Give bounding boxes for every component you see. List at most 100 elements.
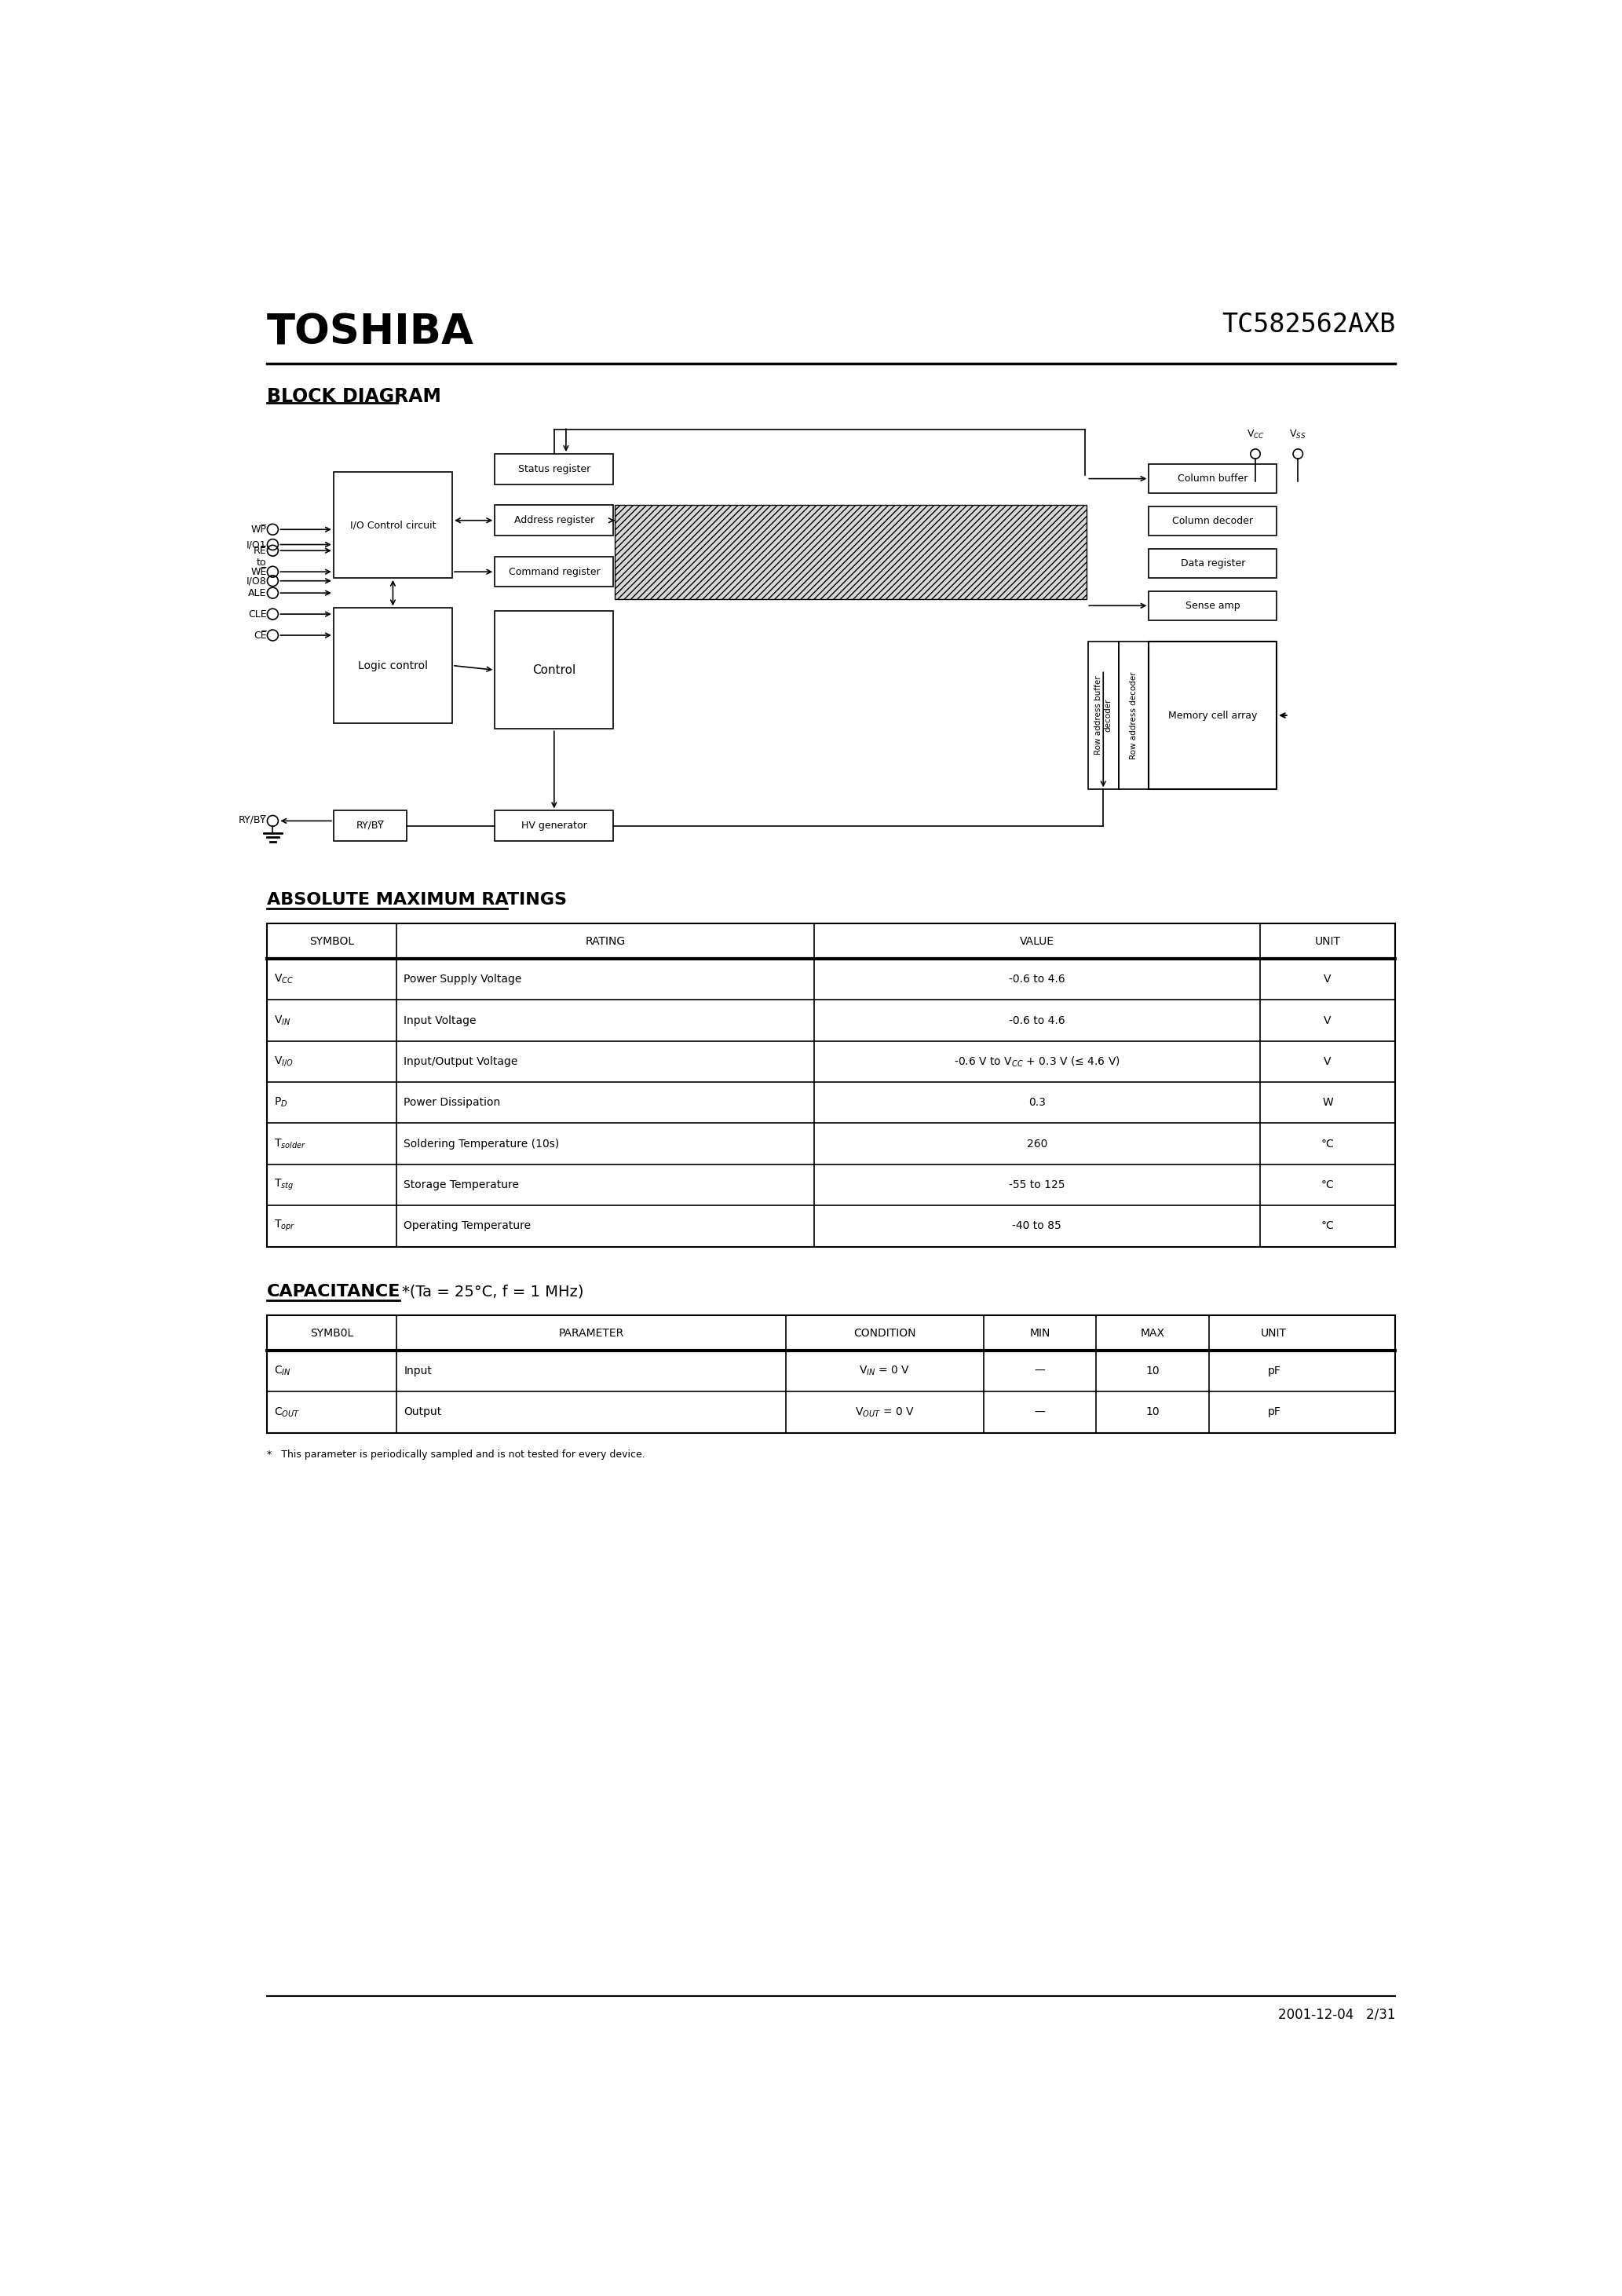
Text: WE̅: WE̅ (251, 567, 266, 576)
Bar (334, 810, 407, 840)
Text: V: V (1324, 1015, 1332, 1026)
Text: Storage Temperature: Storage Temperature (404, 1180, 519, 1189)
Text: V$_{OUT}$ = 0 V: V$_{OUT}$ = 0 V (855, 1405, 915, 1419)
Bar (334, 473, 453, 579)
Text: TC582562AXB: TC582562AXB (1221, 312, 1395, 338)
Text: T$_{solder}$: T$_{solder}$ (274, 1137, 307, 1150)
Text: Column buffer: Column buffer (1178, 473, 1247, 484)
Bar (1148, 549, 1277, 579)
Text: 10: 10 (1145, 1366, 1160, 1378)
Text: RY/BY̅: RY/BY̅ (357, 820, 384, 831)
Text: WP̅: WP̅ (251, 523, 266, 535)
Bar (1148, 464, 1277, 494)
Bar (266, 1316, 1395, 1433)
Text: W: W (1322, 1097, 1333, 1109)
Bar (615, 505, 1087, 599)
Text: Status register: Status register (517, 464, 590, 473)
Text: Power Dissipation: Power Dissipation (404, 1097, 501, 1109)
Text: -55 to 125: -55 to 125 (1009, 1180, 1066, 1189)
Text: *(Ta = 25°C, f = 1 MHz): *(Ta = 25°C, f = 1 MHz) (402, 1283, 584, 1300)
Bar (1148, 590, 1277, 620)
Text: -0.6 to 4.6: -0.6 to 4.6 (1009, 1015, 1066, 1026)
Text: 0.3: 0.3 (1028, 1097, 1046, 1109)
Bar (495, 455, 613, 484)
Text: TOSHIBA: TOSHIBA (266, 312, 474, 354)
Bar (1148, 507, 1277, 535)
Bar (334, 608, 453, 723)
Bar (495, 556, 613, 588)
Bar (266, 923, 1395, 1247)
Text: 2001-12-04   2/31: 2001-12-04 2/31 (1278, 2007, 1395, 2020)
Text: Input: Input (404, 1366, 431, 1378)
Text: V: V (1324, 974, 1332, 985)
Bar (1119, 641, 1148, 790)
Text: 10: 10 (1145, 1407, 1160, 1417)
Text: RATING: RATING (586, 937, 626, 946)
Text: C$_{OUT}$: C$_{OUT}$ (274, 1405, 300, 1419)
Text: —: — (1035, 1366, 1045, 1378)
Text: to: to (256, 558, 266, 567)
Text: *   This parameter is periodically sampled and is not tested for every device.: * This parameter is periodically sampled… (266, 1449, 646, 1460)
Text: V$_{I/O}$: V$_{I/O}$ (274, 1054, 294, 1068)
Text: VALUE: VALUE (1020, 937, 1054, 946)
Text: Command register: Command register (508, 567, 600, 576)
Text: Address register: Address register (514, 514, 594, 526)
Text: C$_{IN}$: C$_{IN}$ (274, 1364, 290, 1378)
Text: I/O1: I/O1 (247, 540, 266, 549)
Text: -40 to 85: -40 to 85 (1012, 1221, 1061, 1231)
Text: I/O Control circuit: I/O Control circuit (350, 519, 436, 530)
Text: °C: °C (1320, 1221, 1335, 1231)
Bar (1088, 641, 1119, 790)
Text: V$_{CC}$: V$_{CC}$ (1246, 429, 1264, 441)
Text: Power Supply Voltage: Power Supply Voltage (404, 974, 522, 985)
Text: UNIT: UNIT (1260, 1327, 1286, 1339)
Text: Data register: Data register (1181, 558, 1246, 569)
Text: Input/Output Voltage: Input/Output Voltage (404, 1056, 517, 1068)
Text: PARAMETER: PARAMETER (558, 1327, 624, 1339)
Text: CAPACITANCE: CAPACITANCE (266, 1283, 401, 1300)
Text: Soldering Temperature (10s): Soldering Temperature (10s) (404, 1139, 560, 1150)
Text: V$_{SS}$: V$_{SS}$ (1289, 429, 1306, 441)
Text: Operating Temperature: Operating Temperature (404, 1221, 530, 1231)
Bar (495, 611, 613, 730)
Text: Row address decoder: Row address decoder (1131, 670, 1137, 760)
Text: P$_D$: P$_D$ (274, 1095, 287, 1109)
Text: ABSOLUTE MAXIMUM RATINGS: ABSOLUTE MAXIMUM RATINGS (266, 893, 566, 907)
Text: pF: pF (1267, 1407, 1281, 1417)
Text: UNIT: UNIT (1314, 937, 1340, 946)
Text: -0.6 V to V$_{CC}$ + 0.3 V (≤ 4.6 V): -0.6 V to V$_{CC}$ + 0.3 V (≤ 4.6 V) (954, 1054, 1121, 1068)
Text: HV generator: HV generator (521, 820, 587, 831)
Bar (495, 505, 613, 535)
Text: CE̅: CE̅ (253, 629, 266, 641)
Text: CLE: CLE (248, 608, 266, 620)
Bar (1148, 641, 1277, 790)
Text: I/O8: I/O8 (247, 576, 266, 585)
Text: Row address buffer
decoder: Row address buffer decoder (1095, 675, 1111, 755)
Text: Sense amp: Sense amp (1186, 602, 1241, 611)
Text: V: V (1324, 1056, 1332, 1068)
Text: Column decoder: Column decoder (1173, 517, 1254, 526)
Text: -0.6 to 4.6: -0.6 to 4.6 (1009, 974, 1066, 985)
Text: SYMB0L: SYMB0L (310, 1327, 354, 1339)
Text: °C: °C (1320, 1139, 1335, 1150)
Text: Logic control: Logic control (358, 659, 428, 670)
Text: CONDITION: CONDITION (853, 1327, 916, 1339)
Text: RE̅: RE̅ (253, 546, 266, 556)
Bar (495, 810, 613, 840)
Text: Control: Control (532, 664, 576, 675)
Text: SYMBOL: SYMBOL (310, 937, 354, 946)
Text: pF: pF (1267, 1366, 1281, 1378)
Text: V$_{IN}$: V$_{IN}$ (274, 1015, 290, 1026)
Text: BLOCK DIAGRAM: BLOCK DIAGRAM (266, 388, 441, 406)
Text: 260: 260 (1027, 1139, 1048, 1150)
Text: Input Voltage: Input Voltage (404, 1015, 477, 1026)
Text: V$_{CC}$: V$_{CC}$ (274, 974, 294, 985)
Text: T$_{stg}$: T$_{stg}$ (274, 1178, 294, 1192)
Text: V$_{IN}$ = 0 V: V$_{IN}$ = 0 V (860, 1364, 910, 1378)
Text: ALE: ALE (248, 588, 266, 597)
Text: —: — (1035, 1407, 1045, 1417)
Text: T$_{opr}$: T$_{opr}$ (274, 1219, 295, 1233)
Text: Output: Output (404, 1407, 441, 1417)
Text: Memory cell array: Memory cell array (1168, 709, 1257, 721)
Text: °C: °C (1320, 1180, 1335, 1189)
